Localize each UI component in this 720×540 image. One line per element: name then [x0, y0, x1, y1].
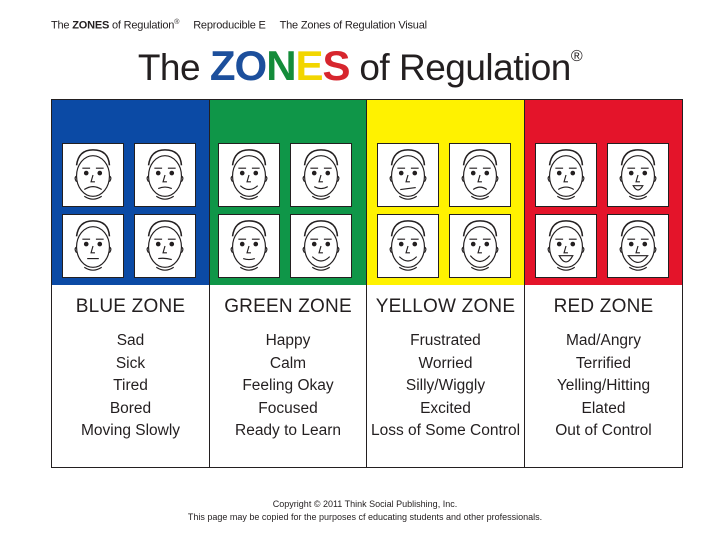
feeling-item: Calm [269, 354, 307, 372]
green-zone-title: GREEN ZONE [224, 296, 352, 317]
page-footer: Copyright © 2011 Think Social Publishing… [0, 498, 720, 524]
title-letter: E [295, 42, 324, 89]
blue-zone-band [52, 100, 209, 285]
sad-face-icon [62, 143, 124, 207]
yellow-zone-band [367, 100, 524, 285]
title-letter: O [234, 42, 268, 89]
title-suffix: of Regulation [349, 47, 571, 88]
bored-face-icon [134, 214, 196, 278]
feeling-item: Sad [116, 332, 145, 349]
excited-face-icon [449, 214, 511, 278]
red-zone-column: RED ZONE Mad/Angry Terrified Yelling/Hit… [524, 100, 682, 467]
green-zone-feelings: Happy Calm Feeling Okay Focused Ready to… [210, 330, 366, 443]
page-title: The ZONES of Regulation® [0, 42, 720, 90]
frustrated-face-icon [377, 143, 439, 207]
feeling-item: Bored [109, 399, 152, 417]
yellow-zone-feelings: Frustrated Worried Silly/Wiggly Excited … [367, 330, 524, 443]
feeling-item: Moving Slowly [80, 422, 181, 439]
header-brand-bold: ZONES [72, 19, 110, 32]
green-zone-column: GREEN ZONE Happy Calm Feeling Okay Focus… [209, 100, 366, 467]
feeling-item: Excited [420, 399, 471, 417]
feeling-item: Yelling/Hitting [556, 377, 651, 394]
feeling-item: Happy [265, 332, 311, 349]
tired-face-icon [62, 214, 124, 278]
copy-permission-notice: This page may be copied for the purposes… [187, 512, 543, 522]
worried-face-icon [449, 143, 511, 207]
terrified-face-icon [607, 143, 669, 207]
feeling-item: Frustrated [410, 332, 481, 349]
header-brand-suffix: of Regulation [109, 19, 175, 32]
copyright-notice: Copyright © 2011 Think Social Publishing… [272, 499, 458, 509]
zones-chart: BLUE ZONE Sad Sick Tired Bored Moving Sl… [51, 99, 683, 468]
title-letter: Z [209, 42, 236, 89]
red-zone-feelings: Mad/Angry Terrified Yelling/Hitting Elat… [525, 330, 682, 443]
feeling-item: Worried [418, 354, 473, 372]
waving-face-icon [290, 214, 352, 278]
mad-face-icon [535, 143, 597, 207]
silly-face-icon [377, 214, 439, 278]
feeling-item: Feeling Okay [242, 377, 334, 394]
title-zones-word: ZONES [209, 42, 351, 89]
yellow-zone-column: YELLOW ZONE Frustrated Worried Silly/Wig… [366, 100, 524, 467]
elated-face-icon [607, 214, 669, 278]
feeling-item: Ready to Learn [235, 422, 341, 439]
title-prefix: The [137, 47, 210, 88]
sick-face-icon [134, 143, 196, 207]
feeling-item: Mad/Angry [566, 332, 641, 349]
header-registered-mark: ® [174, 19, 180, 26]
feeling-item: Terrified [575, 354, 632, 372]
header-reproducible: Reproducible E [193, 19, 266, 32]
yelling-face-icon [535, 214, 597, 278]
page-header: The ZONES of Regulation® Reproducible E Th… [51, 19, 427, 32]
feeling-item: Silly/Wiggly [405, 377, 486, 394]
feeling-item: Focused [258, 399, 318, 417]
yellow-zone-title: YELLOW ZONE [375, 296, 516, 317]
header-brand-prefix: The [51, 19, 73, 32]
red-zone-title: RED ZONE [553, 296, 654, 317]
calm-face-icon [290, 143, 352, 207]
blue-zone-column: BLUE ZONE Sad Sick Tired Bored Moving Sl… [52, 100, 209, 467]
header-visual-title: The Zones of Regulation Visual [279, 19, 427, 32]
feeling-item: Tired [113, 377, 148, 394]
happy-face-icon [218, 143, 280, 207]
title-registered-mark: ® [570, 48, 583, 65]
title-letter: S [322, 42, 351, 89]
feeling-item: Out of Control [555, 422, 652, 439]
title-letter: N [266, 42, 296, 89]
blue-zone-title: BLUE ZONE [75, 296, 186, 317]
feeling-item: Elated [581, 399, 626, 417]
focused-face-icon [218, 214, 280, 278]
feeling-item: Loss of Some Control [370, 422, 521, 439]
green-zone-band [210, 100, 366, 285]
feeling-item: Sick [115, 354, 146, 372]
blue-zone-feelings: Sad Sick Tired Bored Moving Slowly [52, 330, 209, 443]
red-zone-band [525, 100, 682, 285]
